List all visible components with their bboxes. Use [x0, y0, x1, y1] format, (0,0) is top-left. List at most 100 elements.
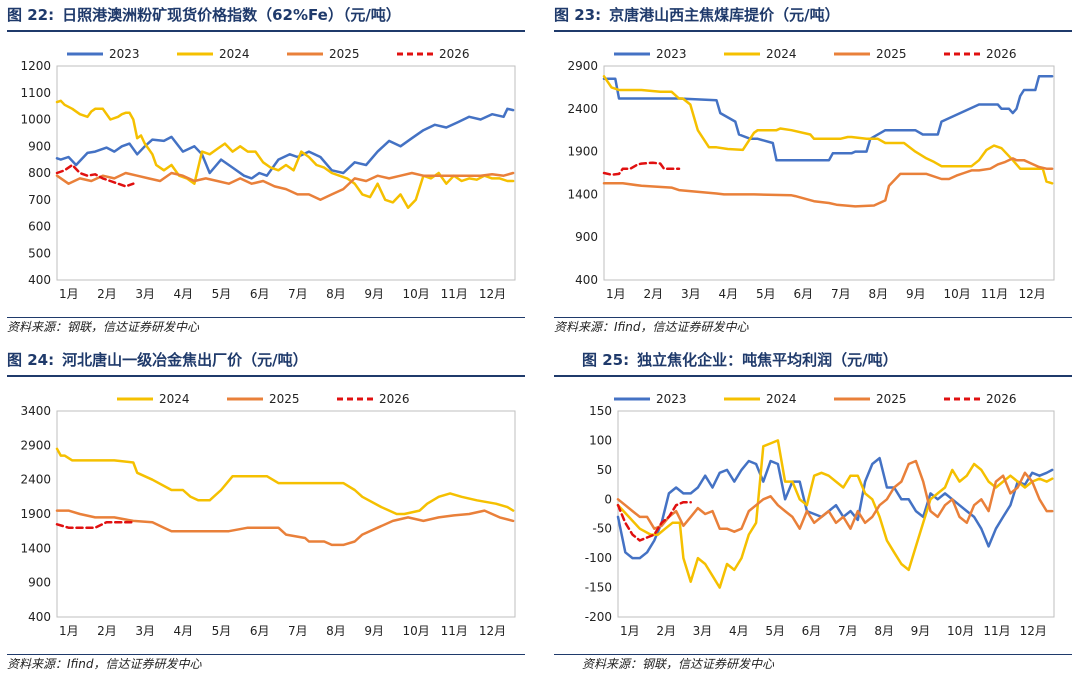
chart-title-24: 图 24: 河北唐山一级冶金焦出厂价（元/吨）: [7, 345, 308, 375]
x-tick-label: 6月: [250, 624, 270, 638]
title-rule: [554, 30, 1072, 32]
source-note: 资料来源：Ifind，信达证券研发中心: [7, 657, 202, 671]
x-tick-label: 5月: [765, 624, 785, 638]
x-tick-label: 1月: [59, 624, 79, 638]
x-tick-label: 10月: [403, 624, 430, 638]
series-line-2026: [602, 161, 681, 176]
line-chart-24: 400 900 1400 1900 2400 2900 3400 1月 2月 3月 4月 5月 6月 7月…: [20, 392, 516, 638]
x-tick-label: 9月: [364, 287, 384, 301]
y-tick-label: -100: [585, 551, 612, 565]
y-tick-label: 400: [28, 273, 51, 287]
y-tick-label: 900: [28, 576, 51, 590]
y-tick-label: 1400: [20, 541, 51, 555]
figure-number: 图 23:: [554, 6, 602, 24]
x-tick-label: 4月: [174, 624, 194, 638]
legend-label: 2024: [766, 47, 797, 61]
title-rule: [7, 375, 525, 377]
series-line-2024: [55, 99, 515, 210]
x-tick-label: 3月: [693, 624, 713, 638]
y-tick-label: 900: [28, 139, 51, 153]
y-tick-label: 800: [28, 166, 51, 180]
series-line-2025: [602, 157, 1054, 208]
y-tick-label: 1900: [20, 507, 51, 521]
y-tick-label: 150: [589, 404, 612, 418]
series-line-2023: [55, 107, 515, 180]
x-tick-label: 11月: [983, 624, 1010, 638]
x-tick-label: 5月: [212, 287, 232, 301]
y-tick-label: -50: [592, 522, 612, 536]
y-tick-label: 3400: [20, 404, 51, 418]
line-chart-25: -200 -150 -100 -50 0 50 100 150 1月 2月 3月 4月 5月 6月 7月 8月…: [585, 392, 1055, 638]
chart-title-22: 图 22: 日照港澳洲粉矿现货价格指数（62%Fe）（元/吨）: [7, 0, 401, 30]
x-tick-label: 12月: [479, 287, 506, 301]
x-tick-label: 8月: [326, 287, 346, 301]
y-tick-label: 2900: [567, 59, 598, 73]
source-rule: [7, 654, 525, 655]
title-rule: [554, 375, 1072, 377]
chart-title-text: 京唐港山西主焦煤库提价（元/吨）: [609, 6, 840, 24]
chart-panel-23: 图 23: 京唐港山西主焦煤库提价（元/吨） 400 900 1400 1900 2400…: [554, 0, 1072, 340]
y-tick-label: -150: [585, 581, 612, 595]
chart-title-25: 图 25: 独立焦化企业：吨焦平均利润（元/吨）: [582, 345, 898, 375]
x-tick-label: 5月: [212, 624, 232, 638]
chart-title-text: 日照港澳洲粉矿现货价格指数（62%Fe）（元/吨）: [62, 6, 401, 24]
series-line-2023: [616, 456, 1054, 560]
y-tick-label: 2900: [20, 438, 51, 452]
y-tick-label: 400: [28, 610, 51, 624]
series-line-2024: [55, 447, 515, 516]
title-rule: [7, 30, 525, 32]
y-tick-label: -200: [585, 610, 612, 624]
x-tick-label: 7月: [288, 287, 308, 301]
source-note: 资料来源：Ifind，信达证券研发中心: [554, 320, 749, 334]
chart-panel-22: 图 22: 日照港澳洲粉矿现货价格指数（62%Fe）（元/吨） 400 500 600…: [7, 0, 525, 340]
chart-title-text: 河北唐山一级冶金焦出厂价（元/吨）: [62, 351, 308, 369]
y-tick-label: 600: [28, 220, 51, 234]
x-tick-label: 8月: [326, 624, 346, 638]
legend-label: 2025: [876, 392, 907, 406]
x-tick-label: 2月: [97, 624, 117, 638]
series-line-2025: [55, 171, 515, 202]
chart-title-23: 图 23: 京唐港山西主焦煤库提价（元/吨）: [554, 0, 840, 30]
x-tick-label: 6月: [802, 624, 822, 638]
x-tick-label: 6月: [250, 287, 270, 301]
y-tick-label: 1900: [567, 145, 598, 159]
legend-label: 2023: [109, 47, 140, 61]
y-tick-label: 1100: [20, 86, 51, 100]
legend-label: 2023: [656, 392, 687, 406]
legend-label: 2024: [219, 47, 250, 61]
x-tick-label: 3月: [135, 287, 155, 301]
x-tick-label: 8月: [869, 287, 889, 301]
line-chart-23: 400 900 1400 1900 2400 2900 1月 2月 3月 4月 5月 6月 7月 8月 9月…: [567, 47, 1055, 301]
x-tick-label: 3月: [681, 287, 701, 301]
y-tick-label: 500: [28, 246, 51, 260]
line-chart-22: 400 500 600 700 800 900 1000 1100 1200 1月 2月 3月 4月 5月…: [20, 47, 516, 301]
x-tick-label: 9月: [364, 624, 384, 638]
y-tick-label: 400: [575, 273, 598, 287]
x-tick-label: 6月: [794, 287, 814, 301]
y-tick-label: 700: [28, 193, 51, 207]
source-rule: [554, 654, 1072, 655]
figure-number: 图 24:: [7, 351, 55, 369]
y-tick-label: 0: [604, 492, 612, 506]
x-tick-label: 1月: [59, 287, 79, 301]
x-tick-label: 5月: [756, 287, 776, 301]
x-tick-label: 12月: [1019, 287, 1046, 301]
x-tick-label: 2月: [644, 287, 664, 301]
source-note: 资料来源：钢联，信达证券研发中心: [7, 320, 200, 334]
series-line-2023: [602, 75, 1054, 162]
chart-title-text: 独立焦化企业：吨焦平均利润（元/吨）: [637, 351, 898, 369]
x-tick-label: 7月: [288, 624, 308, 638]
legend-label: 2026: [439, 47, 470, 61]
legend-label: 2025: [329, 47, 360, 61]
y-tick-label: 2400: [567, 102, 598, 116]
x-tick-label: 7月: [838, 624, 858, 638]
y-tick-label: 1400: [567, 187, 598, 201]
x-tick-label: 2月: [97, 287, 117, 301]
plot-frame: [56, 410, 516, 618]
source-rule: [7, 317, 525, 318]
x-tick-label: 11月: [981, 287, 1008, 301]
x-tick-label: 10月: [947, 624, 974, 638]
y-tick-label: 1000: [20, 113, 51, 127]
legend-label: 2026: [379, 392, 410, 406]
y-tick-label: 2400: [20, 473, 51, 487]
